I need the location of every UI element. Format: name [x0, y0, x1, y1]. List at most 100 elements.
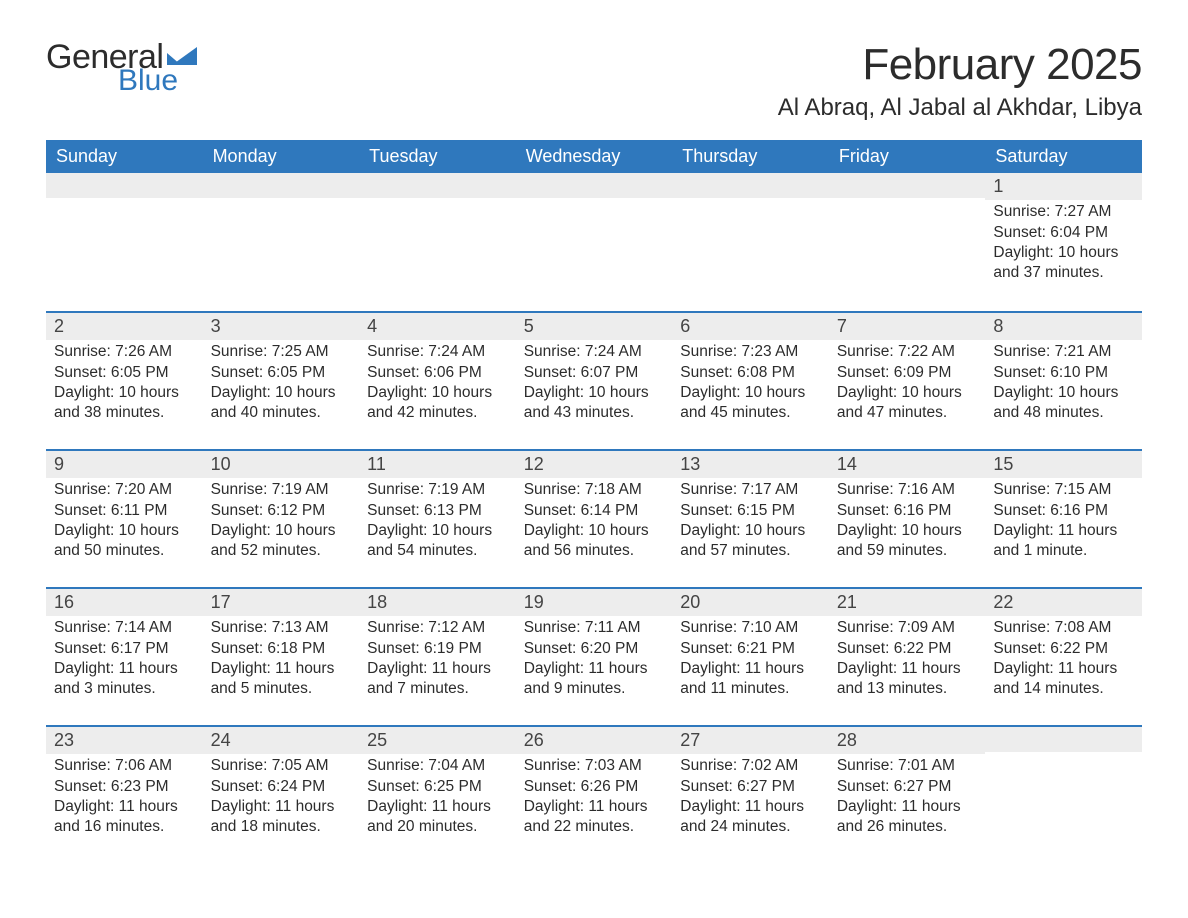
day-details: Sunrise: 7:05 AMSunset: 6:24 PMDaylight:… — [203, 754, 360, 847]
day-sunrise: Sunrise: 7:11 AM — [524, 618, 665, 638]
day-header-sunday: Sunday — [46, 140, 203, 173]
date-number: 22 — [985, 589, 1142, 616]
weeks-container: 1Sunrise: 7:27 AMSunset: 6:04 PMDaylight… — [46, 173, 1142, 863]
day-details: Sunrise: 7:20 AMSunset: 6:11 PMDaylight:… — [46, 478, 203, 571]
day-daylight1: Daylight: 10 hours — [54, 383, 195, 403]
day-daylight1: Daylight: 10 hours — [837, 383, 978, 403]
day-daylight2: and 43 minutes. — [524, 403, 665, 423]
day-details: Sunrise: 7:19 AMSunset: 6:13 PMDaylight:… — [359, 478, 516, 571]
day-cell: 7Sunrise: 7:22 AMSunset: 6:09 PMDaylight… — [829, 313, 986, 449]
day-details: Sunrise: 7:27 AMSunset: 6:04 PMDaylight:… — [985, 200, 1142, 293]
day-details: Sunrise: 7:25 AMSunset: 6:05 PMDaylight:… — [203, 340, 360, 433]
day-details: Sunrise: 7:19 AMSunset: 6:12 PMDaylight:… — [203, 478, 360, 571]
day-details: Sunrise: 7:15 AMSunset: 6:16 PMDaylight:… — [985, 478, 1142, 571]
date-number: 14 — [829, 451, 986, 478]
day-sunset: Sunset: 6:16 PM — [993, 501, 1134, 521]
date-number: 25 — [359, 727, 516, 754]
day-cell: 25Sunrise: 7:04 AMSunset: 6:25 PMDayligh… — [359, 727, 516, 863]
day-daylight1: Daylight: 10 hours — [993, 243, 1134, 263]
day-cell — [203, 173, 360, 311]
day-daylight2: and 20 minutes. — [367, 817, 508, 837]
day-details: Sunrise: 7:14 AMSunset: 6:17 PMDaylight:… — [46, 616, 203, 709]
day-daylight1: Daylight: 11 hours — [680, 659, 821, 679]
day-daylight1: Daylight: 10 hours — [680, 521, 821, 541]
day-daylight2: and 1 minute. — [993, 541, 1134, 561]
day-sunrise: Sunrise: 7:24 AM — [524, 342, 665, 362]
day-daylight1: Daylight: 11 hours — [367, 659, 508, 679]
day-daylight2: and 13 minutes. — [837, 679, 978, 699]
date-number: 24 — [203, 727, 360, 754]
day-cell: 10Sunrise: 7:19 AMSunset: 6:12 PMDayligh… — [203, 451, 360, 587]
day-sunrise: Sunrise: 7:27 AM — [993, 202, 1134, 222]
day-daylight2: and 57 minutes. — [680, 541, 821, 561]
day-sunset: Sunset: 6:19 PM — [367, 639, 508, 659]
day-daylight2: and 22 minutes. — [524, 817, 665, 837]
day-sunrise: Sunrise: 7:05 AM — [211, 756, 352, 776]
day-sunset: Sunset: 6:22 PM — [837, 639, 978, 659]
date-number: 15 — [985, 451, 1142, 478]
day-details: Sunrise: 7:11 AMSunset: 6:20 PMDaylight:… — [516, 616, 673, 709]
logo: General Blue — [46, 40, 197, 96]
day-sunrise: Sunrise: 7:12 AM — [367, 618, 508, 638]
month-title: February 2025 — [778, 40, 1142, 90]
day-daylight1: Daylight: 11 hours — [837, 659, 978, 679]
day-daylight1: Daylight: 10 hours — [367, 383, 508, 403]
day-daylight2: and 54 minutes. — [367, 541, 508, 561]
date-number: 26 — [516, 727, 673, 754]
title-block: February 2025 Al Abraq, Al Jabal al Akhd… — [778, 40, 1142, 122]
day-daylight2: and 56 minutes. — [524, 541, 665, 561]
day-sunset: Sunset: 6:07 PM — [524, 363, 665, 383]
day-details: Sunrise: 7:01 AMSunset: 6:27 PMDaylight:… — [829, 754, 986, 847]
date-number: 23 — [46, 727, 203, 754]
day-cell: 6Sunrise: 7:23 AMSunset: 6:08 PMDaylight… — [672, 313, 829, 449]
day-cell — [516, 173, 673, 311]
day-sunrise: Sunrise: 7:20 AM — [54, 480, 195, 500]
day-sunset: Sunset: 6:04 PM — [993, 223, 1134, 243]
day-daylight1: Daylight: 11 hours — [211, 659, 352, 679]
date-number: 7 — [829, 313, 986, 340]
day-daylight2: and 11 minutes. — [680, 679, 821, 699]
day-details: Sunrise: 7:24 AMSunset: 6:06 PMDaylight:… — [359, 340, 516, 433]
day-sunset: Sunset: 6:16 PM — [837, 501, 978, 521]
day-cell: 20Sunrise: 7:10 AMSunset: 6:21 PMDayligh… — [672, 589, 829, 725]
day-details: Sunrise: 7:17 AMSunset: 6:15 PMDaylight:… — [672, 478, 829, 571]
day-daylight1: Daylight: 10 hours — [524, 521, 665, 541]
day-cell: 8Sunrise: 7:21 AMSunset: 6:10 PMDaylight… — [985, 313, 1142, 449]
day-daylight1: Daylight: 11 hours — [367, 797, 508, 817]
day-sunrise: Sunrise: 7:02 AM — [680, 756, 821, 776]
day-sunset: Sunset: 6:20 PM — [524, 639, 665, 659]
date-number: 5 — [516, 313, 673, 340]
day-cell — [985, 727, 1142, 863]
date-number: 17 — [203, 589, 360, 616]
day-sunset: Sunset: 6:13 PM — [367, 501, 508, 521]
day-daylight2: and 48 minutes. — [993, 403, 1134, 423]
day-details: Sunrise: 7:26 AMSunset: 6:05 PMDaylight:… — [46, 340, 203, 433]
date-number: 3 — [203, 313, 360, 340]
date-number: 9 — [46, 451, 203, 478]
week-row: 16Sunrise: 7:14 AMSunset: 6:17 PMDayligh… — [46, 587, 1142, 725]
day-daylight1: Daylight: 11 hours — [993, 659, 1134, 679]
date-number: 18 — [359, 589, 516, 616]
day-sunrise: Sunrise: 7:26 AM — [54, 342, 195, 362]
day-daylight1: Daylight: 10 hours — [993, 383, 1134, 403]
date-number: 4 — [359, 313, 516, 340]
calendar: SundayMondayTuesdayWednesdayThursdayFrid… — [46, 140, 1142, 863]
day-daylight2: and 24 minutes. — [680, 817, 821, 837]
day-cell — [359, 173, 516, 311]
date-number: 13 — [672, 451, 829, 478]
day-daylight2: and 9 minutes. — [524, 679, 665, 699]
day-daylight1: Daylight: 10 hours — [524, 383, 665, 403]
day-cell: 1Sunrise: 7:27 AMSunset: 6:04 PMDaylight… — [985, 173, 1142, 311]
day-sunrise: Sunrise: 7:06 AM — [54, 756, 195, 776]
date-number: 2 — [46, 313, 203, 340]
day-daylight1: Daylight: 11 hours — [54, 797, 195, 817]
day-sunset: Sunset: 6:21 PM — [680, 639, 821, 659]
day-daylight2: and 52 minutes. — [211, 541, 352, 561]
date-number: 20 — [672, 589, 829, 616]
day-daylight1: Daylight: 10 hours — [54, 521, 195, 541]
day-cell: 22Sunrise: 7:08 AMSunset: 6:22 PMDayligh… — [985, 589, 1142, 725]
day-details: Sunrise: 7:06 AMSunset: 6:23 PMDaylight:… — [46, 754, 203, 847]
date-number — [829, 173, 986, 198]
date-number: 21 — [829, 589, 986, 616]
day-details: Sunrise: 7:12 AMSunset: 6:19 PMDaylight:… — [359, 616, 516, 709]
